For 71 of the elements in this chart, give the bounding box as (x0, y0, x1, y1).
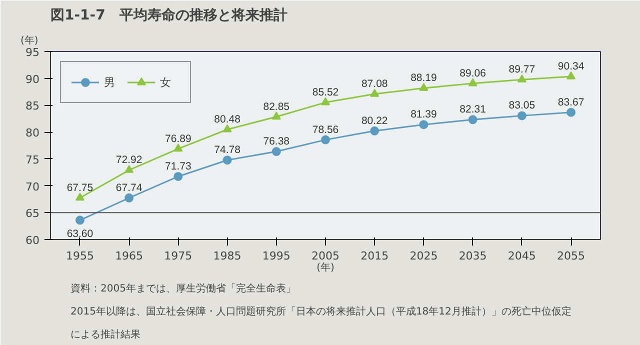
data-label: 63.60 (66, 228, 94, 240)
point (321, 135, 330, 144)
x-axis-title: (年) (316, 262, 334, 274)
point (419, 82, 428, 91)
x-tick-label: 1995 (262, 250, 290, 262)
data-label: 72.92 (116, 154, 142, 166)
y-tick-label: 60 (26, 234, 40, 247)
x-tick-label: 1965 (115, 250, 144, 262)
y-tick-label: 85 (26, 100, 40, 113)
point (272, 112, 281, 120)
point (370, 126, 380, 136)
point (566, 108, 576, 117)
data-label: 74.78 (214, 144, 241, 156)
data-label: 90.34 (558, 60, 584, 73)
data-label: 82.31 (460, 104, 486, 116)
point (272, 147, 281, 156)
data-label: 83.05 (508, 100, 536, 112)
x-tick-label: 1985 (213, 250, 242, 262)
point (222, 156, 232, 165)
x-tick-label: 2015 (360, 250, 389, 262)
point (222, 124, 232, 132)
data-label: 83.67 (558, 96, 584, 108)
legend-label: 女 (160, 74, 172, 90)
data-label: 80.48 (214, 113, 241, 126)
y-tick-label: 95 (26, 46, 40, 59)
data-label: 80.22 (361, 114, 388, 127)
y-tick-label: 65 (26, 207, 40, 220)
point (174, 144, 183, 152)
data-label: 76.38 (263, 136, 290, 148)
point (468, 115, 478, 124)
data-label: 87.08 (361, 78, 388, 90)
text: による推計結果 (70, 328, 140, 340)
data-label: 71.73 (165, 160, 192, 172)
x-tick-label: 2025 (410, 250, 438, 262)
point (370, 88, 380, 97)
x-tick-label: 2045 (508, 250, 536, 262)
point (517, 111, 526, 120)
x-tick-label: 2035 (458, 250, 487, 262)
legend-label: 男 (104, 74, 116, 90)
data-label: 67.74 (116, 182, 142, 194)
text: 資料：2005年までは、厚生労働省「完全生命表」 (70, 282, 296, 294)
data-label: 89.06 (460, 67, 486, 80)
data-label: 85.52 (312, 86, 339, 98)
y-tick-label: 75 (26, 153, 40, 166)
data-label: 76.89 (165, 132, 192, 145)
data-label: 67.75 (66, 182, 94, 194)
point (75, 192, 84, 201)
point (124, 164, 134, 173)
data-label: 88.19 (410, 72, 438, 84)
x-tick-label: 1975 (164, 250, 192, 262)
x-tick-label: 2005 (312, 250, 340, 262)
data-label: 78.56 (312, 124, 339, 136)
point (566, 71, 576, 80)
data-label: 81.39 (410, 108, 438, 121)
point (174, 172, 183, 181)
point (321, 97, 330, 106)
text: 2015年以降は、国立社会保障・人口問題研究所「日本の将来推計人口（平成18年12月推計）」の死亡中位仮定 (70, 306, 572, 318)
point (517, 74, 526, 82)
data-label: 82.85 (263, 100, 290, 113)
y-tick-label: 80 (26, 126, 40, 140)
y-axis-title: (年) (20, 34, 38, 46)
x-tick-label: 2055 (557, 250, 586, 262)
point (468, 78, 478, 86)
point (419, 120, 428, 130)
y-tick-label: 90 (26, 72, 40, 86)
point (75, 216, 84, 225)
x-tick-label: 1955 (66, 250, 94, 262)
chart-title: 図1-1-7 平均寿命の推移と将来推計 (50, 8, 288, 24)
data-label: 89.77 (508, 64, 536, 76)
point (124, 193, 134, 202)
y-tick-label: 70 (26, 180, 40, 194)
